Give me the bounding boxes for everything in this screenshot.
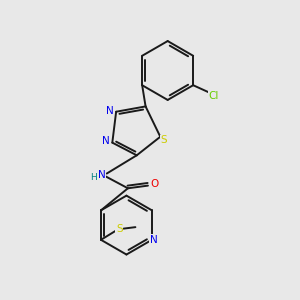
Text: S: S [116, 224, 122, 234]
Text: O: O [150, 179, 158, 189]
Text: H: H [90, 173, 97, 182]
Text: N: N [149, 235, 157, 245]
Text: S: S [160, 135, 167, 145]
Text: Cl: Cl [208, 91, 219, 100]
Text: N: N [98, 170, 105, 180]
Text: N: N [106, 106, 113, 116]
Text: N: N [102, 136, 110, 146]
